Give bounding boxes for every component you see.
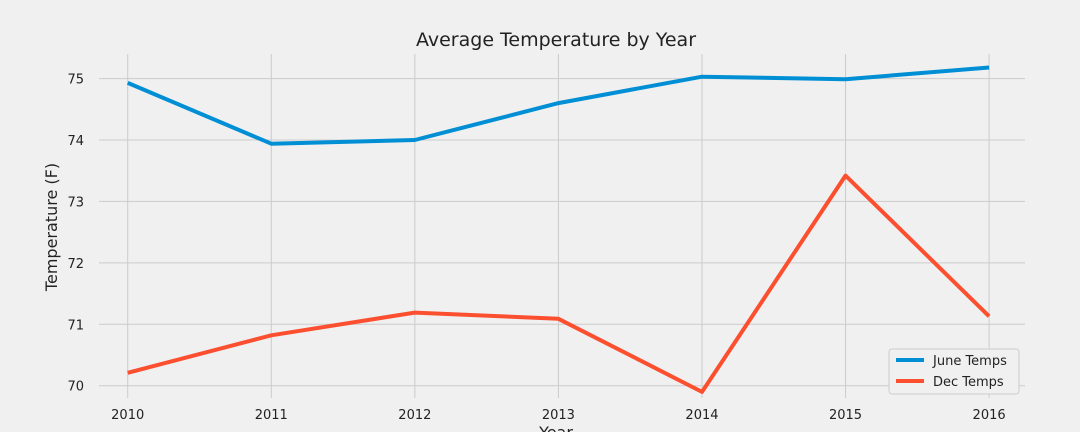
series-lines (126, 65, 991, 394)
y-tick-label: 73 (67, 195, 84, 210)
y-tick-label: 75 (67, 73, 84, 88)
x-tick-label: 2015 (829, 408, 862, 423)
y-axis-title: Temperature (F) (42, 163, 61, 292)
x-tick-labels: 2010 2011 2012 2013 2014 2015 2016 (111, 408, 1005, 423)
x-tick-label: 2016 (973, 408, 1006, 423)
x-tick-label: 2011 (255, 408, 288, 423)
x-tick-label: 2013 (542, 408, 575, 423)
legend-label-june: June Temps (932, 354, 1007, 369)
y-tick-label: 74 (67, 134, 84, 149)
series-line-0 (126, 65, 990, 146)
legend-label-dec: Dec Temps (933, 375, 1004, 390)
chart-title: Average Temperature by Year (416, 29, 696, 51)
y-tick-labels: 70 71 72 73 74 75 (67, 73, 84, 395)
y-tick-label: 70 (67, 380, 84, 395)
legend: June Temps Dec Temps (888, 348, 1020, 395)
x-axis-title: Year (538, 423, 573, 432)
y-tick-label: 72 (67, 257, 84, 272)
x-gridlines (127, 54, 990, 398)
x-tick-label: 2014 (685, 408, 718, 423)
series-line-1 (127, 173, 991, 394)
x-tick-label: 2012 (398, 408, 431, 423)
y-tick-label: 71 (67, 318, 84, 333)
x-tick-label: 2010 (111, 408, 144, 423)
y-gridlines (99, 78, 1025, 387)
